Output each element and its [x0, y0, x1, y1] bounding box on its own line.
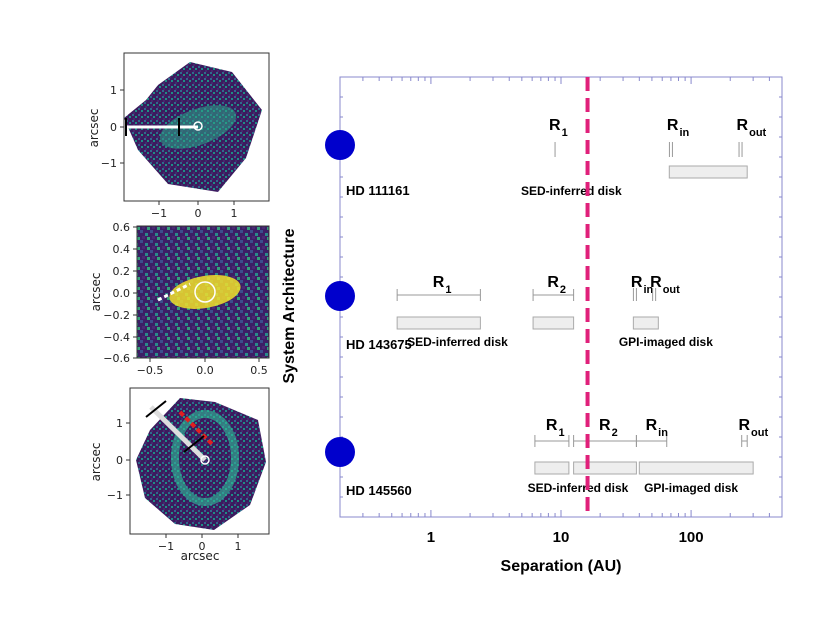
panel-3-xtick-label: 0: [199, 540, 206, 553]
panel-2-ytick-label: 0.6: [113, 221, 131, 234]
disk-bar: [668, 165, 748, 179]
star-marker: [325, 437, 355, 467]
panel-2-ylabel: arcsec: [89, 273, 103, 312]
panel-3-ylabel: arcsec: [89, 443, 103, 482]
xtick-label: 10: [553, 529, 570, 546]
disk-label: GPI-imaged disk: [644, 481, 738, 495]
disk-bar: [638, 461, 754, 475]
panel-2-ytick-label: −0.4: [103, 331, 130, 344]
radius-label: R2: [547, 274, 566, 296]
radius-label: Rout: [738, 417, 768, 439]
disk-bar: [532, 316, 575, 330]
radius-label: R2: [599, 417, 618, 439]
star-marker: [325, 281, 355, 311]
panel-1-ytick-label: 1: [110, 84, 117, 97]
radius-label: Rin: [646, 417, 669, 439]
disk-bar: [632, 316, 659, 330]
system-name: HD 111161: [346, 183, 410, 198]
star-marker: [325, 130, 355, 160]
panel-3-separation-bar: [149, 405, 207, 462]
panel-2-ytick-label: 0.4: [113, 243, 131, 256]
panel-3-xlabel: arcsec: [181, 549, 220, 563]
radius-label: Rout: [650, 274, 680, 296]
panel-1-ytick-label: −1: [101, 157, 117, 170]
minor-ticks: [339, 77, 783, 517]
system-row: HD 111161 R1 Rin Rout SED-inferred disk: [325, 117, 767, 198]
panel-2-ytick-label: 0.2: [113, 265, 131, 278]
system-name: HD 145560: [346, 483, 412, 498]
panel-3-disk-image: [136, 398, 266, 530]
system-row: HD 145560 R1 R2 Rin Rout SED-inferred disk GPI…: [325, 417, 768, 498]
image-panel-3: 1 0 −1 −1 0 1 arcsec arcsec: [89, 387, 270, 563]
image-panel-2: 0.6 0.4 0.2 0.0 −0.2 −0.4 −0.6 −0.5 0.0 0.5 arcs…: [89, 221, 270, 377]
panel-3-ytick-label: 0: [116, 454, 123, 467]
panel-2-ytick-label: −0.6: [103, 352, 130, 365]
panel-2-ytick-label: −0.2: [103, 309, 130, 322]
disk-bar: [534, 461, 570, 475]
disk-label: SED-inferred disk: [407, 335, 508, 349]
panel-3-xtick-label: 1: [235, 540, 242, 553]
main-ylabel: System Architecture: [281, 228, 298, 383]
disk-label: GPI-imaged disk: [619, 335, 713, 349]
radius-label: R1: [549, 117, 568, 139]
disk-bar: [573, 461, 637, 475]
panel-3-xtick-label: −1: [158, 540, 174, 553]
system-name: HD 143675: [346, 337, 412, 352]
panel-1-ytick-label: 0: [110, 121, 117, 134]
panel-2-xtick-label: −0.5: [137, 364, 164, 377]
panel-2-disk-image: [169, 275, 241, 309]
radius-label: R1: [433, 274, 452, 296]
main-xlabel: Separation (AU): [501, 558, 622, 575]
plot-frame: [339, 76, 783, 518]
panel-2-xtick-label: 0.0: [196, 364, 214, 377]
radius-label: Rout: [737, 117, 767, 139]
panel-3-ytick-label: −1: [107, 489, 123, 502]
panel-2-ytick-label: 0.0: [113, 287, 131, 300]
panel-2-xtick-label: 0.5: [250, 364, 268, 377]
xtick-label: 1: [427, 529, 435, 546]
panel-1-ylabel: arcsec: [87, 109, 101, 148]
panel-3-ytick-label: 1: [116, 417, 123, 430]
panel-1-xtick-label: 1: [231, 207, 238, 220]
disk-bar: [396, 316, 481, 330]
panel-1-xtick-label: 0: [195, 207, 202, 220]
radius-label: Rin: [667, 117, 690, 139]
radius-label: R1: [546, 417, 565, 439]
disk-label: SED-inferred disk: [521, 184, 622, 198]
xtick-label: 100: [679, 529, 704, 546]
panel-1-xtick-label: −1: [151, 207, 167, 220]
disk-label: SED-inferred disk: [528, 481, 629, 495]
image-panel-1: 1 0 −1 −1 0 1 arcsec: [87, 52, 270, 220]
